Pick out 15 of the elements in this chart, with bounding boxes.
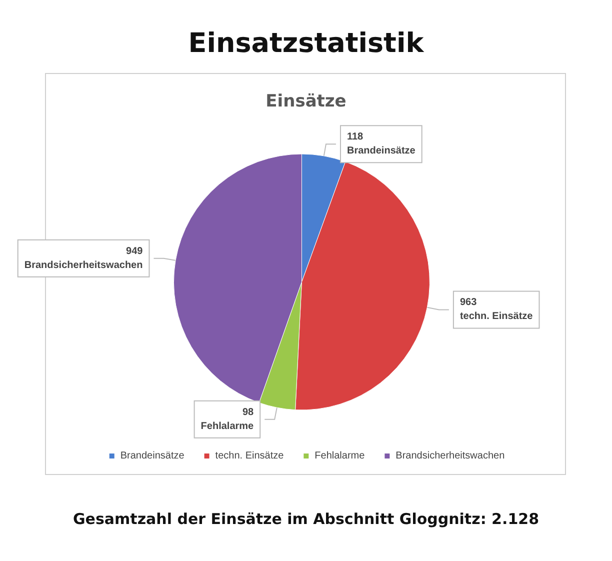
chart-subtitle: Einsätze [266, 92, 346, 112]
data-label: 949 [126, 246, 144, 257]
data-label: 98 [242, 406, 254, 418]
data-label: 963 [460, 297, 478, 308]
legend-label: Brandeinsätze [120, 450, 185, 462]
legend-label: Brandsicherheitswachen [396, 450, 505, 462]
slice-label: Brandeinsätze [346, 146, 416, 157]
slice-label: techn. Einsätze [460, 311, 534, 322]
legend-label: techn. Einsätze [215, 450, 284, 462]
slice-label: Brandsicherheitswachen [24, 260, 143, 271]
data-label: 118 [346, 132, 364, 143]
legend-label: Fehlalarme [314, 450, 366, 462]
text: Gesamtzahl der Einsätze im Abschnitt Gloggnitz: 2.128 [72, 510, 540, 528]
slice-label: Fehlalarme [200, 420, 254, 432]
chart-title: Einsatzstatistik [187, 28, 425, 59]
